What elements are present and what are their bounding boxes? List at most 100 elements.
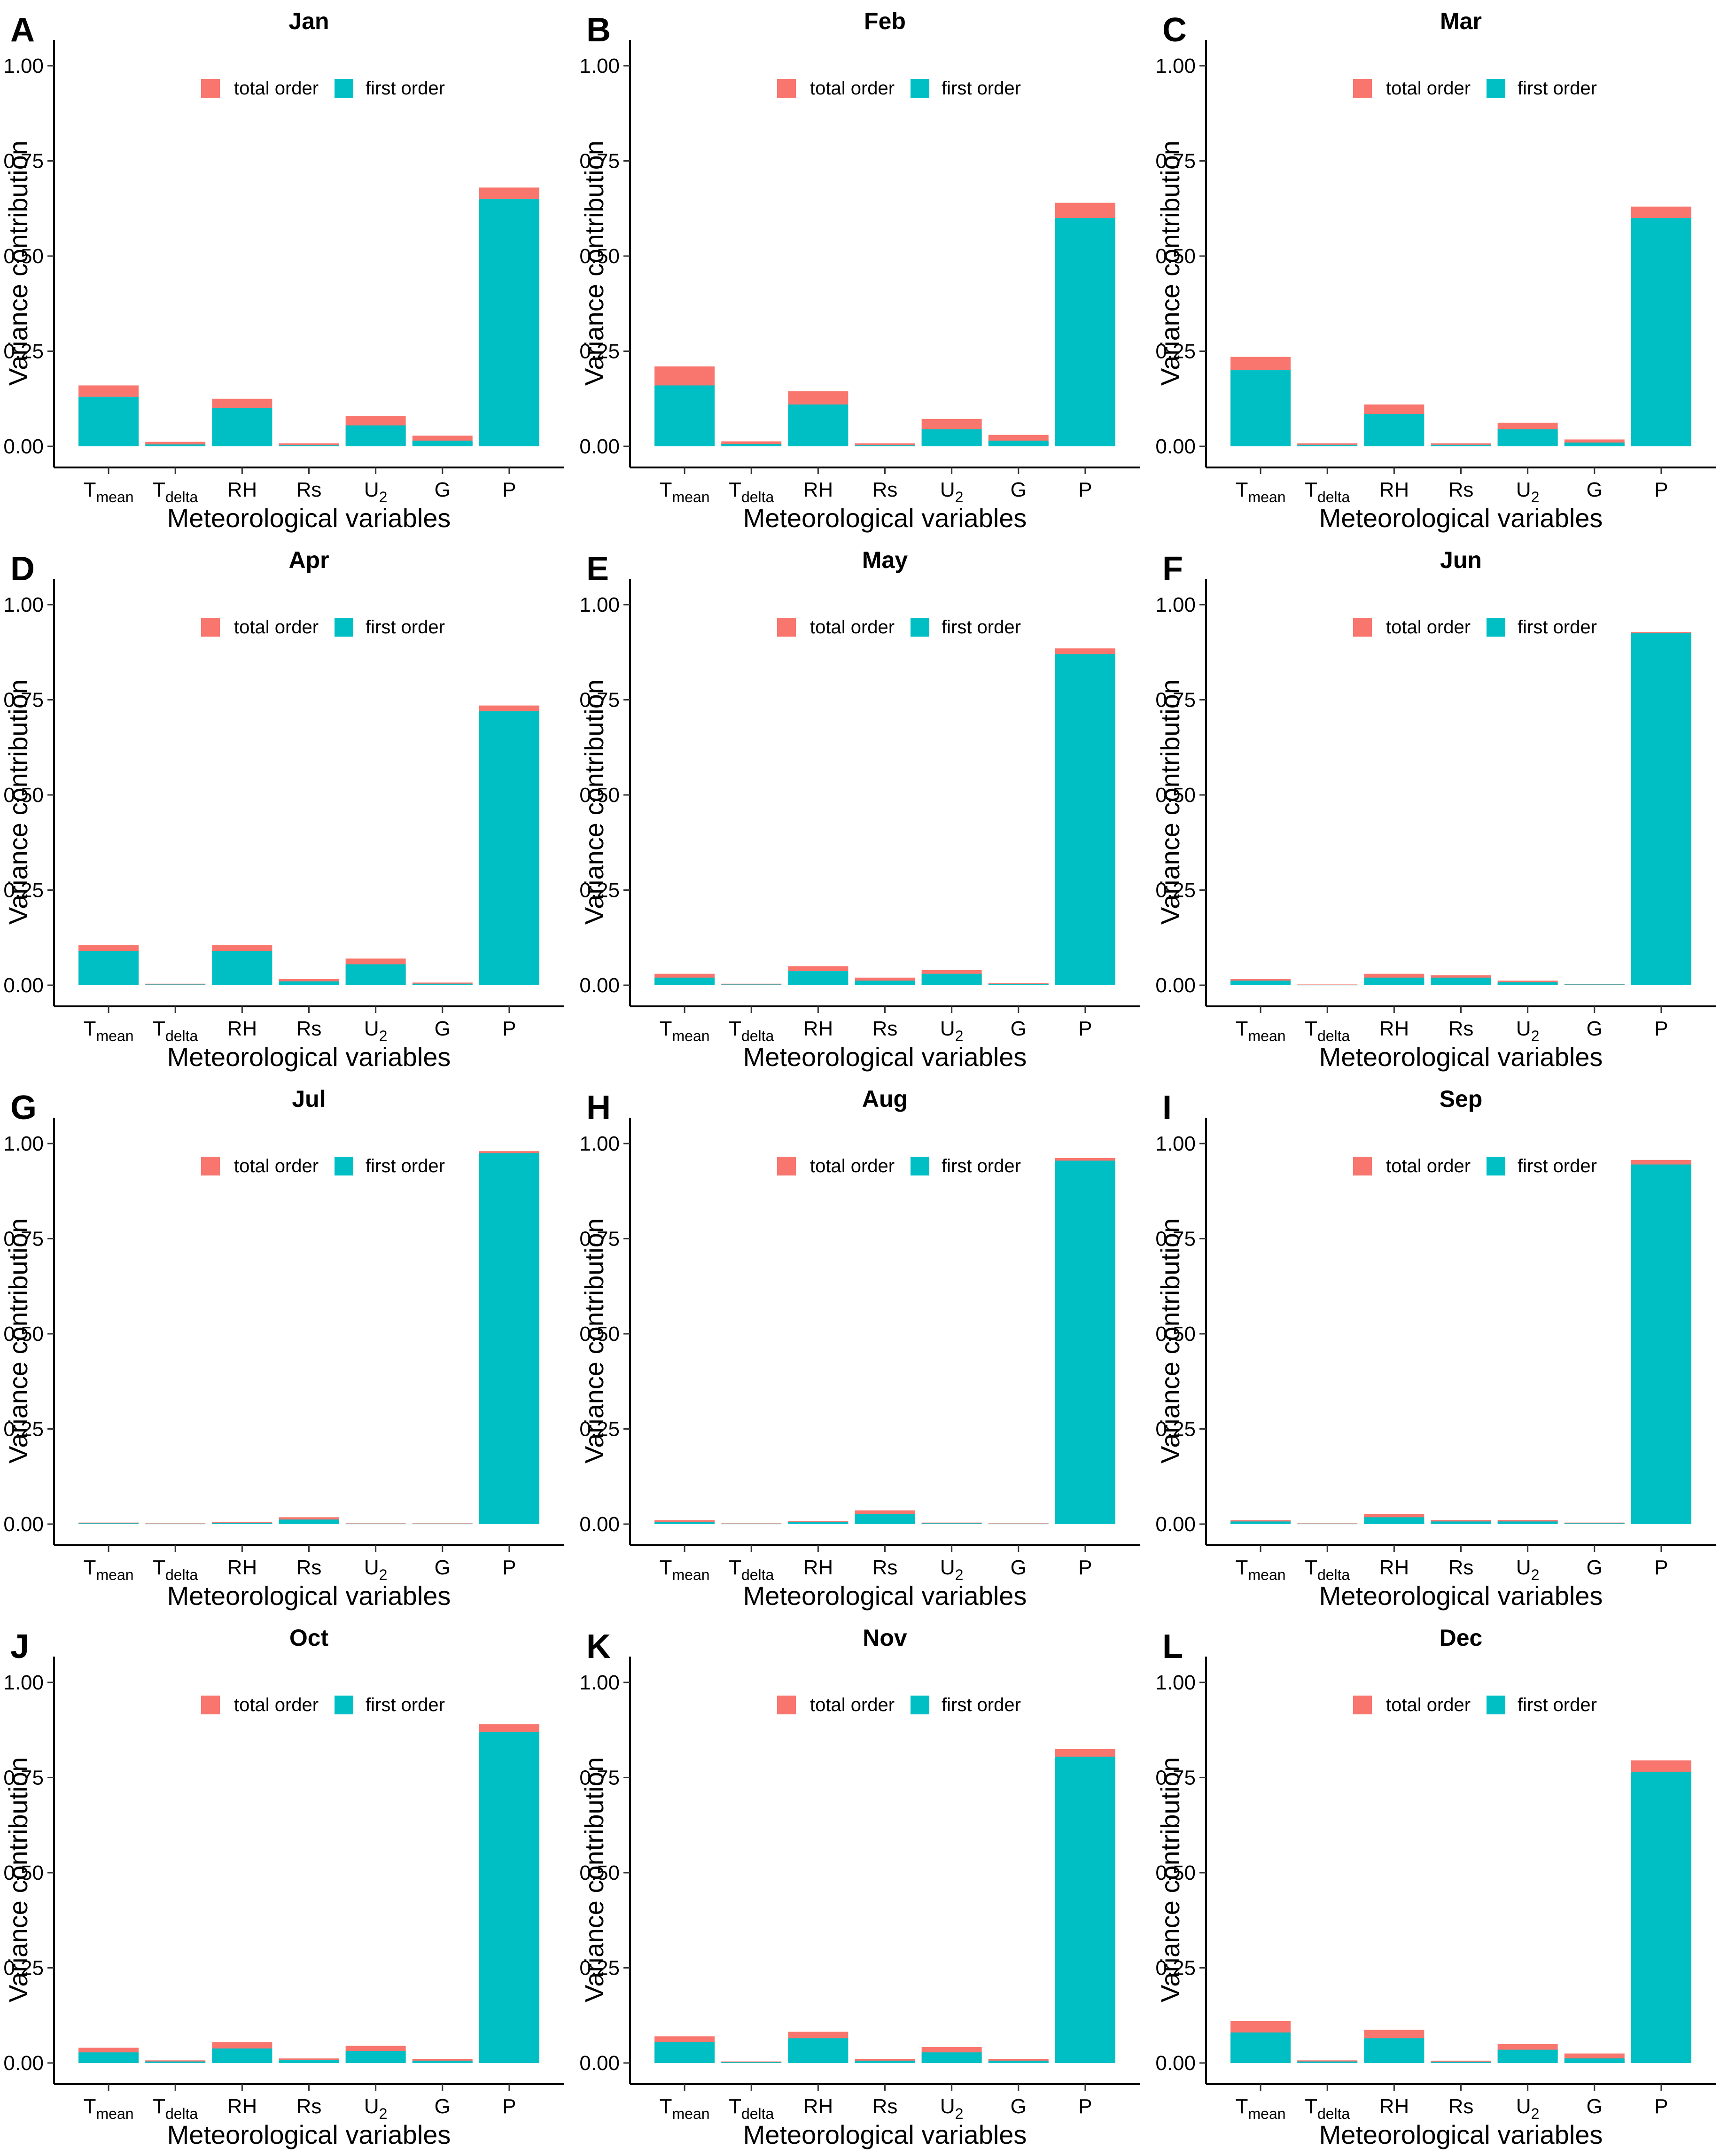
x-tick-label: P xyxy=(502,2095,516,2118)
category-main: T xyxy=(84,478,96,501)
y-axis-title: Variance contribution xyxy=(1155,679,1185,925)
y-tick-label: 0.25 xyxy=(3,879,44,902)
category-main: P xyxy=(502,478,516,501)
legend-swatch-first xyxy=(911,1696,929,1714)
y-tick-label: 0.25 xyxy=(3,340,44,363)
bar-first-g xyxy=(1564,984,1625,985)
panel-dec: L Dec 0.00 0.25 0.50 0.75 1.00 Variance contrib… xyxy=(1155,1625,1716,2149)
bar-first-rh xyxy=(1364,2038,1424,2063)
panel-title: Jan xyxy=(288,8,329,34)
x-tick-label: G xyxy=(1587,2095,1603,2118)
bar-total-u2 xyxy=(345,1523,406,1524)
category-main: U xyxy=(364,1017,379,1040)
panel-aug: H Aug 0.00 0.25 0.50 0.75 1.00 Variance contrib… xyxy=(579,1086,1140,1611)
category-main: T xyxy=(660,2095,672,2118)
panel-jan: A Jan 0.00 0.25 0.50 0.75 1.00 Variance contrib… xyxy=(3,8,564,533)
bar-first-rh xyxy=(788,971,848,985)
category-main: U xyxy=(364,1556,379,1579)
category-main: T xyxy=(1305,1017,1317,1040)
x-tick-label: Rs xyxy=(1448,1017,1474,1040)
y-tick-label: 0.50 xyxy=(579,784,620,807)
x-tick-label: Rs xyxy=(1448,2095,1474,2118)
category-main: Rs xyxy=(872,478,898,501)
legend-label-first: first order xyxy=(1518,617,1597,638)
x-tick-label: Tmean xyxy=(660,1017,710,1044)
y-tick-label: 0.50 xyxy=(579,1861,620,1884)
x-axis-title: Meteorological variables xyxy=(1319,1042,1603,1072)
category-sub: delta xyxy=(741,1566,774,1583)
bar-first-rs xyxy=(279,445,339,446)
bar-first-tmean xyxy=(1230,370,1291,446)
y-tick-label: 1.00 xyxy=(1155,593,1196,616)
x-tick-label: P xyxy=(502,1017,516,1040)
category-main: Rs xyxy=(296,2095,322,2118)
category-main: U xyxy=(1516,2095,1531,2118)
y-tick-label: 0.00 xyxy=(3,1513,44,1536)
y-axis-title: Variance contribution xyxy=(1155,1218,1185,1463)
x-tick-label: RH xyxy=(1379,2095,1409,2118)
panel-oct: J Oct 0.00 0.25 0.50 0.75 1.00 Variance contrib… xyxy=(3,1625,564,2149)
y-tick-label: 0.50 xyxy=(1155,784,1196,807)
legend-swatch-first xyxy=(1487,1696,1505,1714)
bar-first-tdelta xyxy=(1297,2061,1358,2063)
x-tick-label: Tmean xyxy=(660,1556,710,1583)
category-main: U xyxy=(940,1017,955,1040)
y-tick-label: 0.75 xyxy=(579,150,620,173)
bar-first-p xyxy=(479,199,539,446)
legend: total order first order xyxy=(201,1156,445,1176)
x-tick-label: Rs xyxy=(872,1556,898,1579)
bar-first-p xyxy=(479,1153,539,1524)
y-tick-label: 0.25 xyxy=(579,1418,620,1441)
bar-first-tmean xyxy=(654,1522,715,1524)
category-sub: 2 xyxy=(955,1566,964,1583)
y-tick-label: 0.75 xyxy=(579,1767,620,1790)
y-axis-title: Variance contribution xyxy=(1155,1757,1185,2002)
legend-swatch-total xyxy=(777,1696,796,1714)
y-tick-label: 0.25 xyxy=(1155,879,1196,902)
category-main: T xyxy=(84,1556,96,1579)
x-axis-title: Meteorological variables xyxy=(743,2120,1027,2149)
y-tick-label: 1.00 xyxy=(3,1671,44,1694)
category-sub: delta xyxy=(165,1027,198,1044)
x-tick-label: Rs xyxy=(872,1017,898,1040)
x-tick-label: Tmean xyxy=(84,1017,134,1044)
x-tick-label: U2 xyxy=(1516,478,1540,506)
bar-total-g xyxy=(988,1523,1049,1524)
category-main: RH xyxy=(803,1556,833,1579)
category-main: G xyxy=(435,1017,451,1040)
category-main: U xyxy=(1516,1556,1531,1579)
legend-label-first: first order xyxy=(366,1156,445,1176)
x-tick-label: G xyxy=(1011,478,1027,501)
x-tick-label: Tmean xyxy=(1236,1017,1286,1044)
legend-label-total: total order xyxy=(810,78,895,99)
y-axis-title: Variance contribution xyxy=(3,140,33,386)
x-tick-label: RH xyxy=(1379,478,1409,501)
y-axis-title: Variance contribution xyxy=(3,1218,33,1463)
legend-swatch-total xyxy=(1353,79,1372,98)
x-tick-label: Tdelta xyxy=(729,1017,774,1044)
category-main: T xyxy=(84,2095,96,2118)
bar-total-g xyxy=(1564,1522,1625,1524)
bar-first-tmean xyxy=(654,977,715,985)
category-sub: 2 xyxy=(379,489,388,506)
bar-first-rh xyxy=(1364,414,1424,446)
legend: total order first order xyxy=(1353,78,1597,99)
x-axis-title: Meteorological variables xyxy=(167,2120,451,2149)
y-tick-label: 0.50 xyxy=(579,1323,620,1346)
panel-letter: C xyxy=(1162,11,1187,49)
y-axis-title: Variance contribution xyxy=(579,679,609,925)
legend: total order first order xyxy=(1353,1156,1597,1176)
panel-title: Aug xyxy=(862,1086,908,1112)
y-tick-label: 1.00 xyxy=(1155,1671,1196,1694)
x-tick-label: Tdelta xyxy=(1305,478,1350,506)
panel-feb: B Feb 0.00 0.25 0.50 0.75 1.00 Variance contrib… xyxy=(579,8,1140,533)
x-tick-label: Tmean xyxy=(1236,478,1286,506)
panel-title: Mar xyxy=(1440,8,1482,34)
bar-first-p xyxy=(1631,633,1691,985)
bar-first-tdelta xyxy=(721,984,782,985)
category-sub: mean xyxy=(672,1027,709,1044)
legend: total order first order xyxy=(777,617,1021,638)
y-tick-label: 0.75 xyxy=(1155,689,1196,712)
legend-label-first: first order xyxy=(366,1695,445,1715)
